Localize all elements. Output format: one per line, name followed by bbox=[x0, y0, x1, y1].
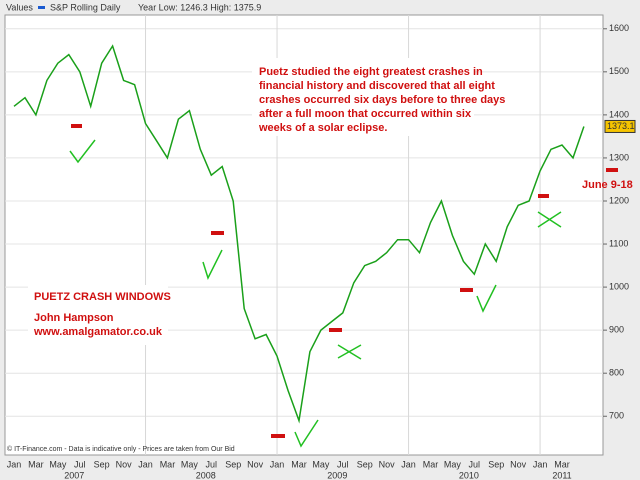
y-tick-label: 1400 bbox=[609, 109, 629, 119]
x-tick-label: Nov bbox=[379, 459, 396, 469]
price-line bbox=[13, 44, 585, 424]
x-tick-label: Mar bbox=[554, 459, 570, 469]
cross-mark bbox=[537, 211, 562, 228]
x-tick-label: Nov bbox=[116, 459, 133, 469]
check-mark bbox=[294, 419, 319, 448]
author: John Hampson bbox=[34, 312, 114, 324]
y-tick-label: 1100 bbox=[609, 238, 628, 248]
x-tick-label: May bbox=[444, 459, 462, 469]
x-tick-label: Nov bbox=[510, 459, 527, 469]
year-label: 2011 bbox=[552, 470, 571, 480]
x-tick-label: May bbox=[49, 459, 67, 469]
y-tick-label: 1000 bbox=[609, 281, 629, 291]
note: Puetz studied the eight greatest crashes… bbox=[258, 66, 505, 134]
x-tick-label: Sep bbox=[225, 459, 241, 469]
x-tick-label: Sep bbox=[488, 459, 504, 469]
note-line: Puetz studied the eight greatest crashes… bbox=[259, 66, 483, 78]
x-tick-label: Jan bbox=[138, 459, 153, 469]
x-tick-label: Jul bbox=[337, 459, 349, 469]
x-tick-label: Jul bbox=[206, 459, 218, 469]
x-tick-label: May bbox=[181, 459, 199, 469]
x-tick-label: May bbox=[312, 459, 330, 469]
check-mark bbox=[69, 139, 96, 164]
x-tick-label: Mar bbox=[28, 459, 44, 469]
check-mark bbox=[202, 249, 223, 280]
last-value-label: 1373.1 bbox=[607, 121, 635, 131]
last-value-box bbox=[604, 119, 636, 133]
year-label: 2007 bbox=[64, 470, 84, 480]
x-tick-label: Sep bbox=[357, 459, 373, 469]
x-tick-label: Jan bbox=[270, 459, 285, 469]
x-tick-label: Nov bbox=[247, 459, 264, 469]
source: © IT-Finance.com - Data is indicative on… bbox=[7, 445, 235, 453]
credit-box bbox=[28, 285, 168, 345]
note-line: weeks of a solar eclipse. bbox=[258, 122, 387, 134]
y-tick-label: 900 bbox=[609, 325, 624, 335]
x-tick-label: Jan bbox=[533, 459, 548, 469]
series-name: S&P Rolling Daily bbox=[50, 2, 121, 12]
note-line: after a full moon that occurred within s… bbox=[259, 108, 472, 120]
window-dates: June 9-18 bbox=[582, 179, 633, 191]
x-tick-label: Mar bbox=[160, 459, 176, 469]
year-label: 2008 bbox=[196, 470, 216, 480]
x-tick-label: Mar bbox=[423, 459, 439, 469]
x-tick-label: Jan bbox=[7, 459, 22, 469]
range-note: Year Low: 1246.3 High: 1375.9 bbox=[138, 2, 261, 12]
legend-swatch bbox=[38, 6, 45, 9]
y-tick-label: 1600 bbox=[609, 23, 629, 33]
y-tick-label: 1300 bbox=[609, 152, 629, 162]
year-label: 2010 bbox=[459, 470, 479, 480]
windows-title: PUETZ CRASH WINDOWS bbox=[34, 291, 171, 303]
window-markers bbox=[71, 124, 618, 438]
x-tick-label: Sep bbox=[94, 459, 110, 469]
y-tick-label: 800 bbox=[609, 368, 624, 378]
y-tick-label: 700 bbox=[609, 411, 624, 421]
x-tick-label: Mar bbox=[291, 459, 307, 469]
y-tick-label: 1500 bbox=[609, 66, 629, 76]
check-mark bbox=[476, 284, 497, 313]
note-line: financial history and discovered that al… bbox=[259, 80, 495, 92]
legend-label: Values bbox=[6, 2, 33, 12]
x-tick-label: Jul bbox=[74, 459, 86, 469]
y-tick-label: 1200 bbox=[609, 195, 629, 205]
cross-mark bbox=[337, 344, 362, 360]
x-tick-label: Jul bbox=[469, 459, 481, 469]
note-box bbox=[252, 58, 474, 136]
year-label: 2009 bbox=[327, 470, 347, 480]
site: www.amalgamator.co.uk bbox=[33, 326, 163, 338]
x-tick-label: Jan bbox=[401, 459, 416, 469]
note-line: crashes occurred six days before to thre… bbox=[259, 94, 505, 106]
outcome-marks bbox=[69, 139, 562, 448]
